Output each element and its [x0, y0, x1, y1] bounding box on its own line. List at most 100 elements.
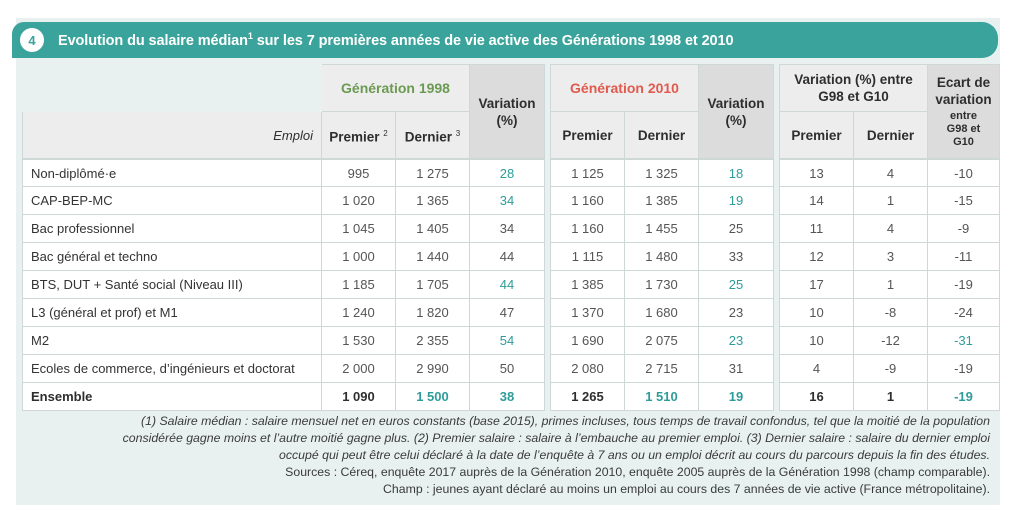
row-label: CAP-BEP-MC — [22, 187, 322, 215]
variation-1998-cell: 44 — [470, 271, 545, 299]
premier-2010-cell: 1 115 — [550, 243, 625, 271]
table-row: Ecoles de commerce, d’ingénieurs et doct… — [22, 355, 545, 383]
table-row: 4 -9 -19 — [779, 355, 1000, 383]
premier-2010-cell: 2 080 — [550, 355, 625, 383]
variation-2010-cell: 25 — [699, 271, 774, 299]
variation-premier-cell: 17 — [779, 271, 854, 299]
sources-line: Sources : Céreq, enquête 2017 auprès de … — [285, 465, 990, 479]
premier-2010-cell: 1 385 — [550, 271, 625, 299]
ecart-cell: -24 — [928, 299, 1000, 327]
variation-1998-cell: 54 — [470, 327, 545, 355]
ecart-cell: -19 — [928, 383, 1000, 411]
table-row: 1 160 1 385 19 — [550, 187, 774, 215]
table-row: 11 4 -9 — [779, 215, 1000, 243]
premier-variation-header: Premier — [779, 112, 854, 159]
table-row: M2 1 530 2 355 54 — [22, 327, 545, 355]
premier-1998-cell: 1 240 — [322, 299, 396, 327]
dernier-1998-header: Dernier 3 — [396, 112, 470, 159]
dernier-2010-cell: 2 075 — [625, 327, 699, 355]
total-row: 1 265 1 510 19 — [550, 383, 774, 411]
variation-2010-cell: 31 — [699, 355, 774, 383]
table-comparison: Variation (%) entre G98 et G10 Ecart de … — [779, 64, 1000, 411]
variation-2010-cell: 18 — [699, 159, 774, 187]
table-row: 17 1 -19 — [779, 271, 1000, 299]
premier-1998-cell: 1 045 — [322, 215, 396, 243]
premier-2010-cell: 1 160 — [550, 187, 625, 215]
variation-2010-cell: 33 — [699, 243, 774, 271]
row-label: Ensemble — [22, 383, 322, 411]
table-row: 1 125 1 325 18 — [550, 159, 774, 187]
dernier-1998-cell: 1 365 — [396, 187, 470, 215]
dernier-2010-cell: 1 730 — [625, 271, 699, 299]
table-generation-2010: Génération 2010 Variation (%) Premier De… — [550, 64, 774, 411]
variation-dernier-cell: -9 — [854, 355, 928, 383]
row-label: BTS, DUT + Santé social (Niveau III) — [22, 271, 322, 299]
table-generation-1998: Génération 1998 Variation (%) Emploi Pre… — [22, 64, 545, 411]
variation-1998-header: Variation (%) — [470, 64, 545, 159]
premier-1998-cell: 2 000 — [322, 355, 396, 383]
dernier-2010-cell: 1 680 — [625, 299, 699, 327]
ecart-header: Ecart de variation entre G98 et G10 — [928, 64, 1000, 159]
variation-premier-cell: 10 — [779, 327, 854, 355]
ecart-cell: -11 — [928, 243, 1000, 271]
premier-2010-cell: 1 265 — [550, 383, 625, 411]
variation-dernier-cell: -8 — [854, 299, 928, 327]
variation-2010-cell: 23 — [699, 299, 774, 327]
premier-1998-cell: 995 — [322, 159, 396, 187]
dernier-1998-cell: 1 440 — [396, 243, 470, 271]
variation-premier-cell: 12 — [779, 243, 854, 271]
dernier-2010-cell: 1 455 — [625, 215, 699, 243]
variation-1998-cell: 34 — [470, 187, 545, 215]
variation-dernier-cell: 1 — [854, 271, 928, 299]
premier-1998-cell: 1 090 — [322, 383, 396, 411]
footnote-line: considérée gagne moins et l’autre moitié… — [122, 431, 990, 445]
variation-1998-cell: 50 — [470, 355, 545, 383]
ecart-cell: -19 — [928, 271, 1000, 299]
gen1998-header: Génération 1998 — [322, 64, 470, 112]
premier-2010-cell: 1 690 — [550, 327, 625, 355]
table-row: 14 1 -15 — [779, 187, 1000, 215]
dernier-2010-cell: 2 715 — [625, 355, 699, 383]
variation-g98-g10-header: Variation (%) entre G98 et G10 — [779, 64, 928, 112]
premier-2010-cell: 1 125 — [550, 159, 625, 187]
table-row: 1 115 1 480 33 — [550, 243, 774, 271]
table-row: 1 370 1 680 23 — [550, 299, 774, 327]
ecart-cell: -15 — [928, 187, 1000, 215]
premier-1998-cell: 1 185 — [322, 271, 396, 299]
dernier-2010-cell: 1 325 — [625, 159, 699, 187]
footnote-line: (1) Salaire médian : salaire mensuel net… — [141, 414, 990, 428]
row-label: Bac professionnel — [22, 215, 322, 243]
premier-2010-cell: 1 370 — [550, 299, 625, 327]
premier-1998-cell: 1 530 — [322, 327, 396, 355]
dernier-1998-cell: 2 990 — [396, 355, 470, 383]
premier-2010-cell: 1 160 — [550, 215, 625, 243]
variation-dernier-cell: 3 — [854, 243, 928, 271]
table-row: BTS, DUT + Santé social (Niveau III) 1 18… — [22, 271, 545, 299]
variation-premier-cell: 14 — [779, 187, 854, 215]
emploi-header: Emploi — [22, 112, 322, 159]
variation-dernier-cell: 4 — [854, 215, 928, 243]
ecart-cell: -10 — [928, 159, 1000, 187]
table-row: 1 160 1 455 25 — [550, 215, 774, 243]
footnote-line: occupé qui peut être celui déclaré à la … — [279, 448, 990, 462]
row-label: Bac général et techno — [22, 243, 322, 271]
table-row: Bac général et techno 1 000 1 440 44 — [22, 243, 545, 271]
footnotes: (1) Salaire médian : salaire mensuel net… — [20, 413, 990, 498]
table-row: Bac professionnel 1 045 1 405 34 — [22, 215, 545, 243]
dernier-variation-header: Dernier — [854, 112, 928, 159]
empty-corner — [22, 64, 322, 112]
champ-line: Champ : jeunes ayant déclaré au moins un… — [383, 482, 990, 496]
total-row: Ensemble 1 090 1 500 38 — [22, 383, 545, 411]
variation-dernier-cell: 1 — [854, 187, 928, 215]
variation-2010-cell: 25 — [699, 215, 774, 243]
dernier-1998-cell: 1 500 — [396, 383, 470, 411]
figure-title: Evolution du salaire médian1 sur les 7 p… — [58, 31, 734, 49]
variation-2010-cell: 23 — [699, 327, 774, 355]
premier-1998-header: Premier 2 — [322, 112, 396, 159]
table-row: 10 -12 -31 — [779, 327, 1000, 355]
dernier-1998-cell: 1 405 — [396, 215, 470, 243]
dernier-1998-cell: 1 820 — [396, 299, 470, 327]
dernier-1998-cell: 1 275 — [396, 159, 470, 187]
ecart-cell: -9 — [928, 215, 1000, 243]
variation-dernier-cell: -12 — [854, 327, 928, 355]
